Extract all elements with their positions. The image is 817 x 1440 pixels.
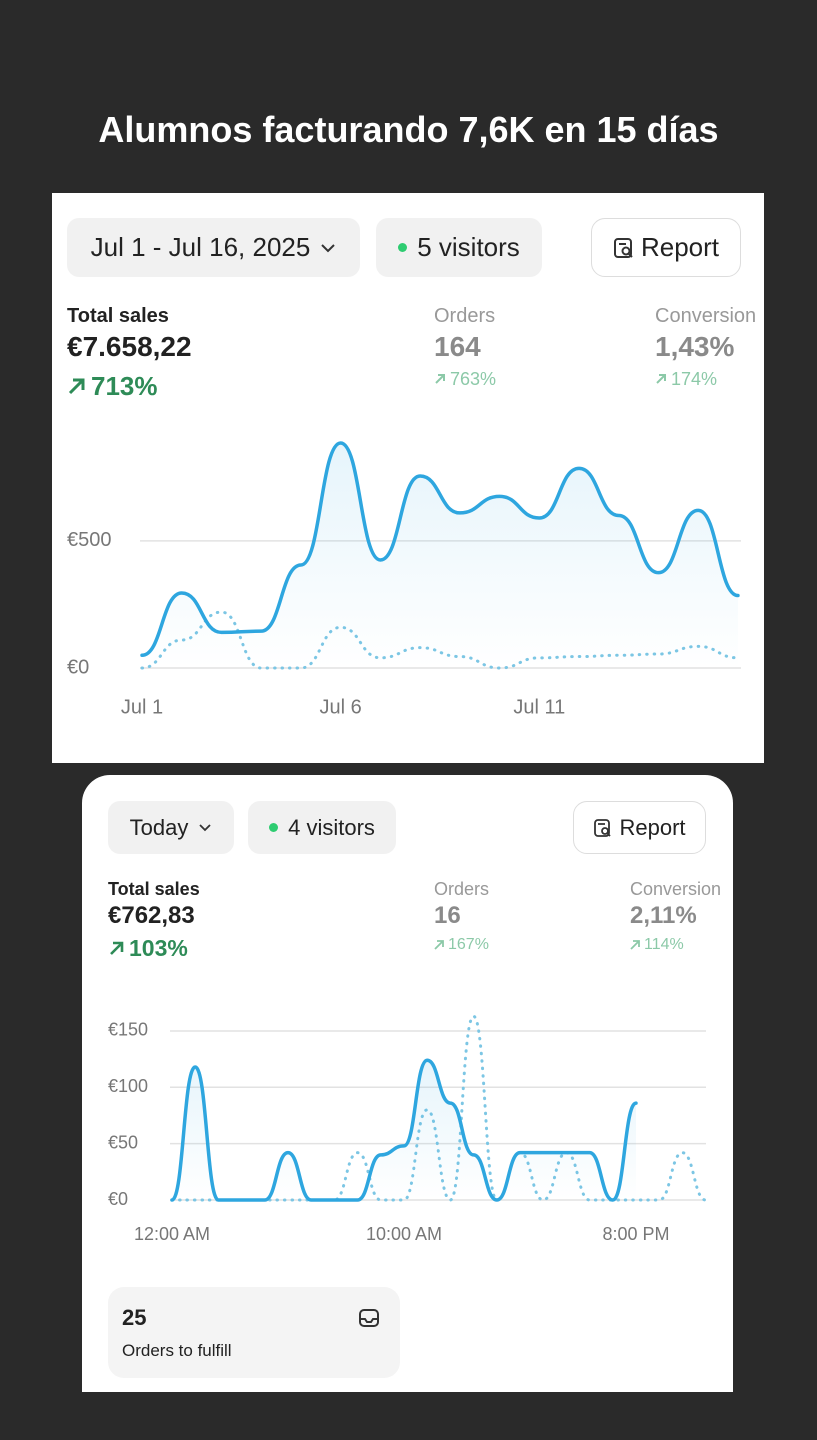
report-label: Report bbox=[619, 814, 686, 840]
y-tick-label: €50 bbox=[108, 1132, 138, 1152]
metric: Conversion 2,11% 114% bbox=[630, 878, 721, 958]
metric-value: 1,43% bbox=[655, 331, 735, 362]
metric: Conversion 1,43% 174% bbox=[655, 303, 756, 393]
metric-value: 16 bbox=[434, 902, 461, 929]
date-range: Jul 1 - Jul 16, 2025 bbox=[90, 232, 311, 262]
up-arrow bbox=[434, 940, 444, 950]
up-arrow bbox=[656, 374, 666, 384]
change-value: 174% bbox=[671, 369, 718, 389]
y-tick-label: €0 bbox=[67, 656, 89, 678]
change-value: 763% bbox=[450, 369, 497, 389]
x-tick-label: 8:00 PM bbox=[602, 1224, 669, 1244]
metric-change: 763% bbox=[434, 365, 496, 393]
date-range: Today bbox=[129, 814, 189, 840]
sales-line bbox=[170, 1058, 638, 1202]
y-tick-label: €150 bbox=[108, 1020, 148, 1040]
metric-label: Conversion bbox=[630, 879, 722, 899]
metric-change: 103% bbox=[108, 932, 200, 964]
report-label: Report bbox=[640, 232, 720, 262]
inbox-icon bbox=[359, 1309, 379, 1327]
metric-label: Conversion bbox=[655, 305, 757, 327]
change-value: 103% bbox=[129, 935, 188, 961]
metric: Total sales €7.658,22 713% bbox=[67, 303, 192, 403]
metric-label: Total sales bbox=[108, 879, 200, 899]
up-arrow bbox=[435, 374, 445, 384]
metric-change: 174% bbox=[655, 365, 756, 393]
metric-change: 114% bbox=[630, 932, 721, 958]
sales-chart: €0 €500 Jul 1 Jul 6 Jul 11 bbox=[67, 441, 741, 718]
metric-value: €7.658,22 bbox=[67, 331, 192, 362]
analytics-panel: Today 4 visitors Report Total sales €762… bbox=[82, 775, 733, 1392]
change-value: 167% bbox=[448, 936, 489, 953]
report-button[interactable]: Report bbox=[591, 218, 741, 277]
report-icon bbox=[594, 818, 612, 837]
y-tick-label: €100 bbox=[108, 1076, 148, 1096]
visitors: 5 visitors bbox=[417, 232, 520, 262]
x-tick-label: 12:00 AM bbox=[134, 1224, 210, 1244]
up-arrow bbox=[630, 940, 640, 950]
date-range-picker[interactable]: Today bbox=[108, 801, 234, 854]
up-arrow bbox=[68, 378, 85, 395]
x-tick-label: Jul 6 bbox=[320, 696, 362, 718]
metric: Orders 16 167% bbox=[434, 878, 489, 958]
x-tick-label: Jul 11 bbox=[513, 696, 565, 718]
metric-value: 2,11% bbox=[630, 902, 697, 929]
change-value: 114% bbox=[644, 936, 684, 953]
metric-change: 167% bbox=[434, 932, 489, 958]
report-icon bbox=[613, 237, 633, 258]
fulfill-card[interactable]: 25 Orders to fulfill bbox=[108, 1287, 400, 1378]
visitors-pill[interactable]: 4 visitors bbox=[248, 801, 396, 854]
live-dot bbox=[398, 243, 408, 252]
sales-line bbox=[140, 441, 740, 658]
page-title: Alumnos facturando 7,6K en 15 días bbox=[98, 109, 719, 150]
visitors-pill[interactable]: 5 visitors bbox=[376, 218, 542, 277]
report-button[interactable]: Report bbox=[573, 801, 706, 854]
metric-value: €762,83 bbox=[108, 902, 195, 929]
analytics-panel: Jul 1 - Jul 16, 2025 5 visitors Report T… bbox=[52, 193, 764, 763]
fulfill-label: Orders to fulfill bbox=[122, 1341, 232, 1360]
visitors: 4 visitors bbox=[288, 814, 375, 840]
metric-label: Orders bbox=[434, 879, 490, 899]
live-dot bbox=[269, 823, 279, 832]
fulfill-count: 25 bbox=[122, 1305, 147, 1330]
up-arrow bbox=[110, 941, 124, 955]
chevron bbox=[321, 243, 336, 252]
metric-label: Orders bbox=[434, 305, 496, 327]
metric-value: 164 bbox=[434, 331, 481, 362]
x-tick-label: 10:00 AM bbox=[366, 1224, 442, 1244]
y-tick-label: €500 bbox=[67, 529, 112, 551]
x-tick-label: Jul 1 bbox=[121, 696, 163, 718]
metric-change: 713% bbox=[67, 369, 192, 403]
chevron bbox=[199, 824, 211, 832]
metric: Orders 164 763% bbox=[434, 303, 496, 393]
sales-chart: €0 €50 €100 €150 12:00 AM 10:00 AM 8:00 PM bbox=[108, 1014, 708, 1244]
metric: Total sales €762,83 103% bbox=[108, 878, 200, 964]
date-range-picker[interactable]: Jul 1 - Jul 16, 2025 bbox=[67, 218, 360, 277]
y-tick-label: €0 bbox=[108, 1189, 128, 1209]
area-fill bbox=[142, 442, 738, 668]
change-value: 713% bbox=[91, 371, 158, 401]
area-fill bbox=[172, 1060, 636, 1200]
metric-label: Total sales bbox=[67, 305, 169, 327]
